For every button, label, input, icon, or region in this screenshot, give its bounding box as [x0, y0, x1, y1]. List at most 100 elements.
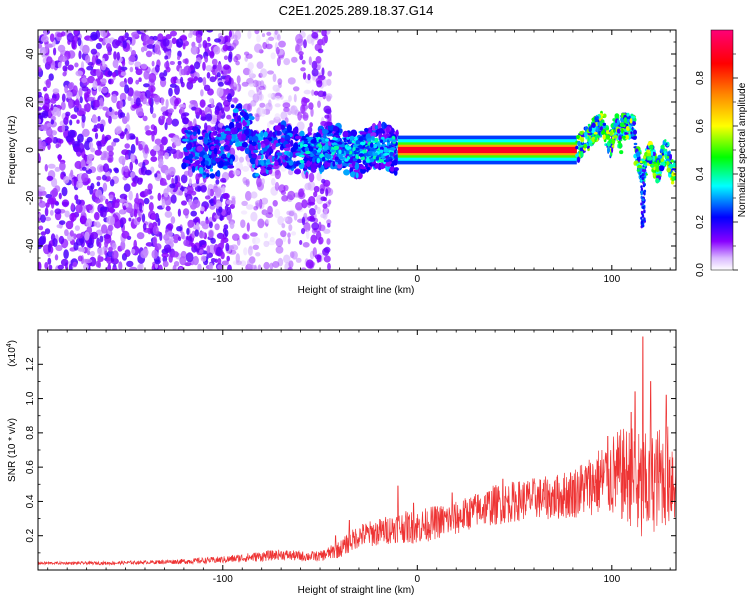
heatmap-cell [670, 180, 675, 185]
heatmap-cell [324, 114, 330, 119]
heatmap-cell [268, 137, 273, 142]
heatmap-cell [165, 117, 173, 126]
heatmap-cell [111, 114, 118, 120]
heatmap-cell [580, 151, 584, 158]
heatmap-cell [243, 129, 250, 136]
heatmap-cell [226, 114, 232, 120]
heatmap-cell [47, 243, 52, 253]
heatmap-cell [259, 107, 267, 117]
heatmap-cell [666, 167, 671, 173]
heatmap-cell [109, 206, 115, 214]
heatmap-cell [355, 147, 360, 151]
heatmap-cell [265, 43, 273, 50]
heatmap-cell [226, 134, 232, 141]
svg-text:(x104): (x104) [6, 340, 18, 367]
heatmap-cell [599, 121, 602, 127]
heatmap-cell [170, 30, 177, 37]
heatmap-cell [349, 171, 357, 178]
heatmap-cell [149, 195, 154, 200]
heatmap-cell [275, 46, 280, 55]
heatmap-cell [367, 127, 372, 135]
heatmap-cell [256, 155, 262, 160]
heatmap-cell [61, 93, 66, 103]
heatmap-cell [86, 65, 94, 71]
heatmap-cell [101, 209, 107, 218]
heatmap-cell [124, 84, 130, 94]
heatmap-cell [199, 249, 204, 254]
heatmap-cell [131, 31, 139, 37]
heatmap-cell [60, 174, 65, 180]
heatmap-cell [165, 205, 171, 212]
heatmap-cell [38, 225, 44, 231]
heatmap-cell [339, 128, 343, 134]
heatmap-cell [263, 232, 269, 239]
heatmap-cell [263, 131, 268, 138]
heatmap-cell [158, 264, 163, 270]
heatmap-cell [200, 255, 207, 262]
heatmap-cell [227, 93, 232, 103]
heatmap-cell [126, 112, 130, 122]
heatmap-cell [266, 31, 272, 36]
heatmap-cell [321, 36, 326, 46]
heatmap-cell [144, 144, 149, 154]
heatmap-cell [38, 112, 46, 118]
heatmap-cell [202, 76, 207, 87]
heatmap-cell [97, 115, 101, 122]
heatmap-cell [655, 165, 660, 172]
heatmap-cell [612, 126, 615, 130]
y-tick-label: 40 [25, 48, 36, 60]
heatmap-cell [314, 204, 318, 210]
heatmap-cell [652, 151, 656, 157]
heatmap-cell [261, 33, 266, 38]
heatmap-cell [250, 191, 258, 199]
heatmap-cell [206, 245, 211, 254]
heatmap-cell [671, 168, 676, 171]
heatmap-cell [372, 143, 378, 149]
heatmap-cell [118, 65, 122, 75]
heatmap-cell [323, 91, 327, 97]
heatmap-cell [294, 169, 301, 175]
heatmap-cell [285, 143, 291, 148]
heatmap-cell [40, 231, 47, 236]
heatmap-cell [133, 239, 137, 250]
colorbar-ticks: 0.0 0.2 0.4 0.6 0.8 [695, 53, 738, 277]
heatmap-cell [166, 231, 174, 237]
heatmap-cell [267, 70, 274, 75]
heatmap-cell [222, 44, 229, 52]
heatmap-cell [288, 260, 294, 269]
heatmap-cell [94, 132, 99, 140]
heatmap-cell [223, 64, 230, 70]
heatmap-cell [251, 153, 258, 159]
heatmap-cell [221, 260, 229, 266]
spectrogram-xlabel: Height of straight line (km) [298, 285, 415, 296]
heatmap-cell [587, 136, 590, 142]
heatmap-cell [135, 68, 143, 76]
heatmap-cell [312, 157, 316, 163]
heatmap-cell [204, 122, 208, 131]
heatmap-cell [353, 169, 360, 173]
heatmap-cell [75, 237, 84, 246]
heatmap-cell [165, 99, 169, 109]
heatmap-cell [317, 147, 323, 151]
heatmap-cell [580, 136, 585, 143]
heatmap-cell [354, 136, 358, 142]
heatmap-cell [342, 130, 349, 138]
heatmap-cell [208, 221, 213, 229]
heatmap-cell [236, 75, 241, 84]
colorbar-tick-label: 0.0 [695, 263, 706, 277]
heatmap-cell [97, 141, 102, 151]
heatmap-cell [51, 187, 58, 198]
heatmap-cell [185, 252, 194, 263]
heatmap-cell [98, 85, 102, 92]
heatmap-cell [256, 61, 264, 69]
heatmap-cell [313, 185, 320, 193]
heatmap-cell [148, 222, 154, 229]
heatmap-cell [659, 165, 665, 172]
heatmap-cell [228, 250, 237, 255]
heatmap-cell [252, 244, 259, 250]
x-tick-label: 0 [415, 274, 421, 285]
heatmap-cell [206, 30, 214, 33]
heatmap-cell [673, 175, 676, 180]
colorbar-tick-label: 0.8 [695, 71, 706, 85]
heatmap-layer [38, 30, 676, 270]
